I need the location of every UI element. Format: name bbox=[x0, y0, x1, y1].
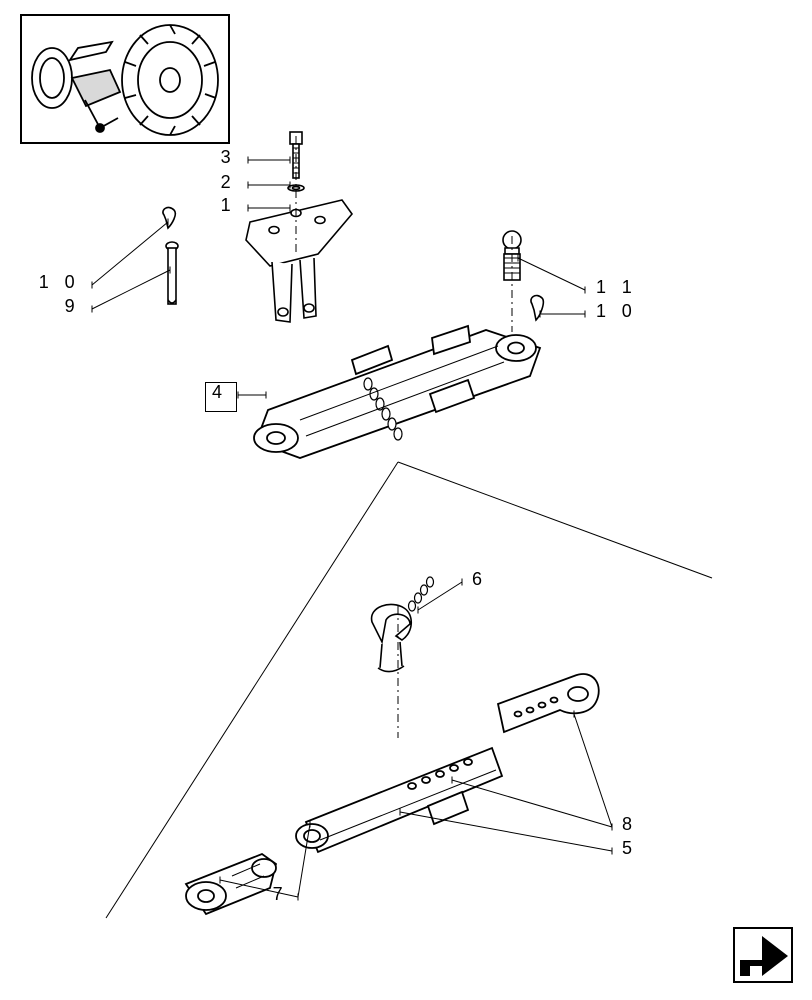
thumbnail-box bbox=[21, 15, 229, 143]
diagram-svg bbox=[0, 0, 812, 1000]
callout-box-4 bbox=[205, 382, 237, 412]
callout-5: 5 bbox=[622, 838, 637, 859]
callout-11: 1 1 bbox=[596, 277, 637, 298]
part-rod-eye bbox=[498, 674, 599, 732]
part-ball-stud bbox=[503, 231, 543, 320]
callout-10a: 1 0 bbox=[39, 272, 80, 293]
callout-9: 9 bbox=[65, 296, 80, 317]
next-page-arrow[interactable] bbox=[734, 928, 792, 982]
diagram-page: 3211 091 11 046857 bbox=[0, 0, 812, 1000]
callout-2: 2 bbox=[221, 172, 236, 193]
part-toplink-assembly bbox=[254, 326, 540, 458]
callout-6: 6 bbox=[472, 569, 487, 590]
part-linchpin-left bbox=[163, 207, 178, 304]
callout-8: 8 bbox=[622, 814, 637, 835]
leader-lines bbox=[92, 157, 612, 901]
part-ball-joint bbox=[186, 854, 276, 914]
part-sleeve-tube bbox=[296, 748, 502, 852]
callout-3: 3 bbox=[221, 147, 236, 168]
part-chain-clip bbox=[372, 577, 434, 672]
callout-10b: 1 0 bbox=[596, 301, 637, 322]
callout-7: 7 bbox=[273, 884, 288, 905]
callout-1: 1 bbox=[221, 195, 236, 216]
